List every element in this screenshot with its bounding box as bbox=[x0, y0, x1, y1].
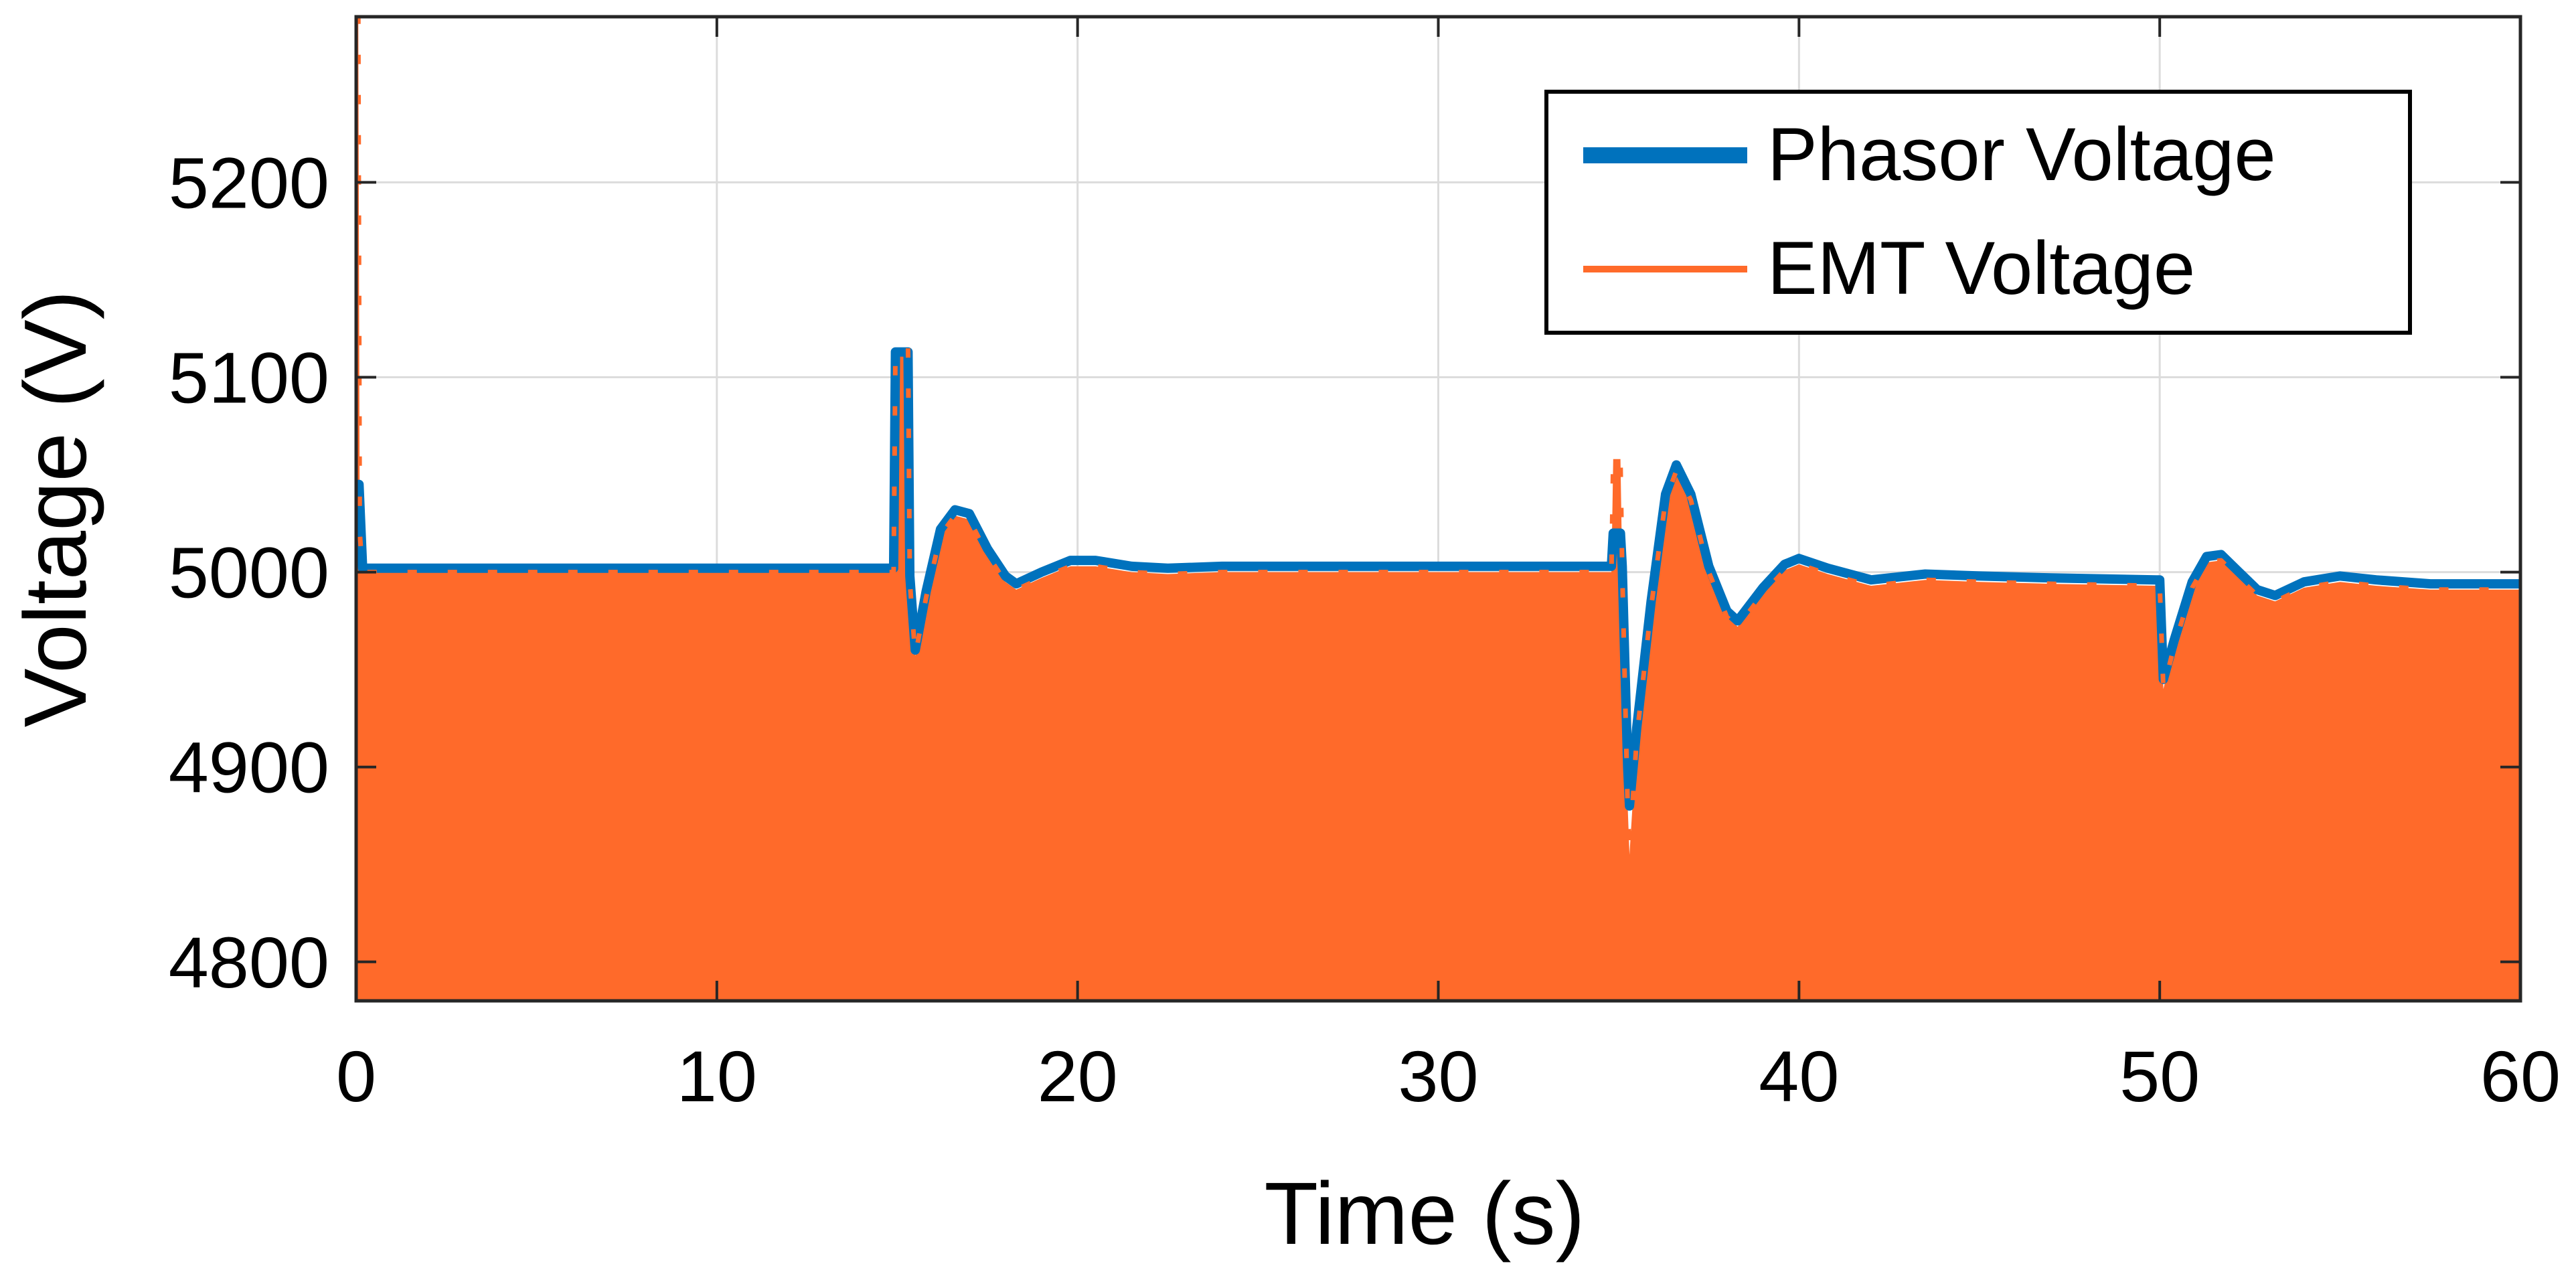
plot-area bbox=[356, 17, 2520, 1001]
y-tick-label: 5100 bbox=[169, 337, 329, 418]
ticks: 0 10 20 30 40 50 60 4800 4900 5000 5100 5200 bbox=[169, 17, 2561, 1117]
legend-label-emt-voltage: EMT Voltage bbox=[1767, 226, 2195, 310]
axis-labels: Time (s) Voltage (V) bbox=[6, 290, 1585, 1263]
x-tick-label: 40 bbox=[1759, 1036, 1839, 1117]
x-tick-label: 50 bbox=[2119, 1036, 2200, 1117]
legend-label-phasor-voltage: Phasor Voltage bbox=[1767, 112, 2276, 196]
legend: Phasor Voltage EMT Voltage bbox=[1544, 90, 2412, 335]
y-tick-label: 5000 bbox=[169, 532, 329, 613]
x-tick-label: 30 bbox=[1398, 1036, 1478, 1117]
x-tick-label: 60 bbox=[2480, 1036, 2561, 1117]
legend-box bbox=[1544, 90, 2412, 335]
x-tick-label: 10 bbox=[677, 1036, 757, 1117]
series-emt-voltage-area bbox=[356, 17, 2520, 1001]
x-tick-label: 20 bbox=[1038, 1036, 1118, 1117]
y-tick-label: 4900 bbox=[169, 727, 329, 808]
x-tick-label: 0 bbox=[336, 1036, 376, 1117]
y-axis-title: Voltage (V) bbox=[6, 290, 104, 727]
y-tick-label: 5200 bbox=[169, 142, 329, 223]
y-tick-label: 4800 bbox=[169, 922, 329, 1003]
x-axis-title: Time (s) bbox=[1264, 1164, 1585, 1263]
